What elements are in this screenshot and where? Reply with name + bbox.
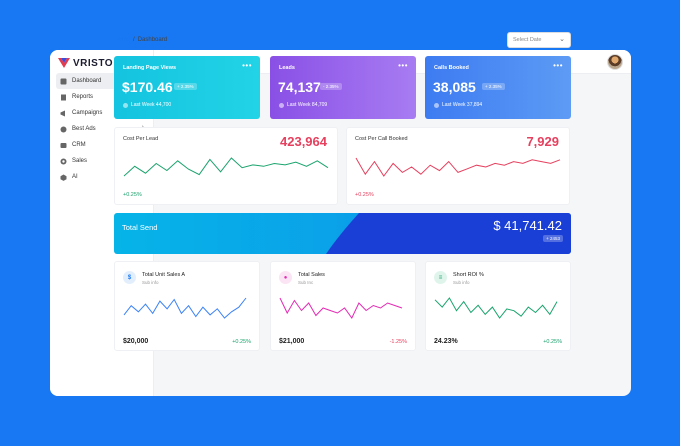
megaphone-icon <box>60 110 67 117</box>
date-select-placeholder: Select Date <box>513 37 542 43</box>
mini-subtitle: Sub Inc <box>298 280 314 285</box>
mini-sparkline <box>279 297 403 319</box>
eye-icon <box>279 102 284 108</box>
mini-value: $20,000 <box>123 338 149 345</box>
dashboard-icon <box>60 78 67 85</box>
mini-title: Short ROI % <box>453 272 484 278</box>
stat-badge: + 2.35% <box>174 83 197 90</box>
metric-change: +0.25% <box>355 192 374 198</box>
brand[interactable]: VRISTO <box>58 56 113 70</box>
metric-title: Cost Per Call Booked <box>355 136 408 142</box>
metric-title: Cost Per Lead <box>123 136 159 142</box>
sidebar-item-campaigns[interactable]: Campaigns <box>56 105 148 121</box>
sidebar-item-label: Best Ads <box>72 126 96 132</box>
more-icon[interactable]: ••• <box>242 61 252 70</box>
mini-card-total-sales: ● Total Sales Sub Inc $21,000 -1.25% <box>270 261 416 351</box>
stat-last-week-text: Last Week 37,894 <box>442 102 483 108</box>
total-send-label: Total Send <box>122 223 158 232</box>
ai-icon <box>60 174 67 181</box>
vristo-logo-icon <box>58 58 70 68</box>
brand-name: VRISTO <box>73 57 114 69</box>
more-icon[interactable]: ••• <box>398 61 408 70</box>
metric-card-cost-per-call-booked: Cost Per Call Booked 7,929 +0.25% <box>346 127 570 205</box>
date-select[interactable]: Select Date ⌄ <box>507 32 571 48</box>
mini-card-total-unit-sales-a: $ Total Unit Sales A Sub info $20,000 +0.25% <box>114 261 260 351</box>
more-icon[interactable]: ••• <box>553 61 563 70</box>
eye-icon <box>434 102 439 108</box>
report-icon <box>60 94 67 101</box>
eye-icon <box>123 102 128 108</box>
metric-change: +0.25% <box>123 192 142 198</box>
stat-last-week: Last Week 44,700 <box>123 102 171 108</box>
stat-badge: - 2.35% <box>320 83 342 90</box>
metric-value: 423,964 <box>280 134 327 149</box>
stat-label: Leads <box>279 65 295 71</box>
mini-sparkline <box>123 297 247 319</box>
metric-sparkline-path <box>123 157 329 177</box>
mini-value: 24.23% <box>434 338 458 345</box>
dollar-icon: $ <box>123 271 136 284</box>
mini-change: +0.25% <box>232 339 251 345</box>
stat-value: 38,085 <box>433 79 476 95</box>
sidebar-item-label: Reports <box>72 94 94 100</box>
banner-shape <box>326 213 571 254</box>
mini-title: Total Unit Sales A <box>142 272 186 278</box>
mini-sparkline <box>434 297 558 319</box>
mini-subtitle: Sub info <box>453 280 470 285</box>
stat-badge: + 2.35% <box>482 83 505 90</box>
stat-label: Landing Page Views <box>123 65 177 71</box>
stat-card-calls-booked: Calls Booked ••• 38,085 + 2.35% Last Week 37… <box>425 56 571 119</box>
ads-icon <box>60 126 67 133</box>
sidebar-item-label: Sales <box>72 158 88 164</box>
stat-last-week: Last Week 37,894 <box>434 102 482 108</box>
breadcrumb-current: Dashboard <box>137 37 168 43</box>
metric-sparkline <box>123 157 329 177</box>
stat-card-landing-page-views: Landing Page Views ••• $170.46 + 2.35% Last … <box>114 56 260 119</box>
pin-icon: ● <box>279 271 292 284</box>
sidebar-item-label: Campaigns <box>72 110 103 116</box>
mini-change: +0.25% <box>543 339 562 345</box>
stat-last-week-text: Last Week 44,700 <box>131 102 172 108</box>
stat-last-week-text: Last Week 84,709 <box>287 102 328 108</box>
sidebar-item-label: AI <box>72 174 78 180</box>
stat-value: $170.46 <box>122 79 173 95</box>
total-send-badge: + 2453 <box>543 235 563 242</box>
stat-label: Calls Booked <box>434 65 469 71</box>
mini-subtitle: Sub info <box>142 280 159 285</box>
metric-value: 7,929 <box>526 134 559 149</box>
metric-sparkline-path <box>355 157 561 177</box>
mini-sparkline-path <box>279 297 403 319</box>
metric-sparkline <box>355 157 561 177</box>
breadcrumb-home[interactable]: Home <box>114 37 131 43</box>
stack-icon: ≡ <box>434 271 447 284</box>
stat-last-week: Last Week 84,709 <box>279 102 327 108</box>
sidebar-item-ai[interactable]: AI <box>56 169 148 185</box>
avatar[interactable] <box>607 54 623 70</box>
sidebar-item-label: CRM <box>72 142 86 148</box>
mini-value: $21,000 <box>279 338 305 345</box>
chevron-down-icon: ⌄ <box>559 36 565 43</box>
sidebar-item-label: Dashboard <box>72 78 102 84</box>
stat-card-leads: Leads ••• 74,137- 2.35% Last Week 84,709 <box>270 56 416 119</box>
sales-icon <box>60 158 67 165</box>
breadcrumb-separator: / <box>133 37 135 43</box>
total-send-amount: $ 41,741.42 <box>493 218 562 233</box>
mini-sparkline-path <box>123 297 247 319</box>
mini-change: -1.25% <box>389 339 407 345</box>
crm-icon <box>60 142 67 149</box>
mini-title: Total Sales <box>298 272 325 278</box>
total-send-banner: Total Send $ 41,741.42 + 2453 <box>114 213 571 254</box>
mini-sparkline-path <box>434 297 558 319</box>
metric-card-cost-per-lead: Cost Per Lead 423,964 +0.25% <box>114 127 338 205</box>
breadcrumb: Home / Dashboard <box>114 37 167 43</box>
mini-card-short-roi-: ≡ Short ROI % Sub info 24.23% +0.25% <box>425 261 571 351</box>
stat-value: 74,137 <box>278 79 321 95</box>
